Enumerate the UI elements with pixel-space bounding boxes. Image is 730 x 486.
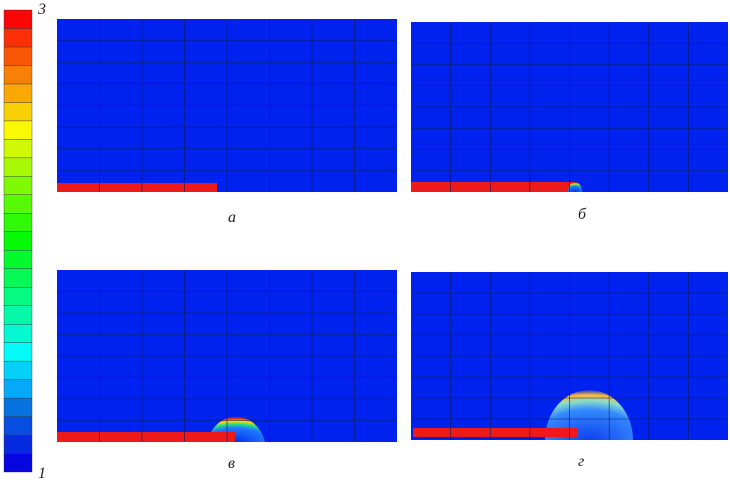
colorbar-segment — [3, 323, 33, 343]
colorbar-segment — [3, 9, 33, 29]
panel — [411, 272, 728, 440]
colorbar-segment — [3, 176, 33, 196]
front — [545, 390, 633, 440]
colorbar-segment — [3, 231, 33, 251]
colorbar-segment — [3, 379, 33, 399]
panel-label: г — [578, 453, 584, 470]
panel-label: б — [578, 206, 587, 223]
colorbar-segment — [3, 213, 33, 232]
jet — [57, 432, 235, 442]
colorbar-segment — [3, 416, 33, 436]
colorbar-segment — [3, 360, 33, 380]
colorbar-segment — [3, 65, 33, 85]
colorbar-max: 3 — [37, 1, 46, 18]
panel — [57, 19, 397, 192]
jet — [411, 182, 575, 192]
colorbar-segment — [3, 157, 33, 177]
panel — [411, 22, 728, 192]
colorbar-segment — [3, 287, 33, 306]
colorbar-segment — [3, 194, 33, 214]
panel-label: а — [228, 209, 236, 226]
jet — [57, 183, 217, 192]
front — [568, 182, 582, 192]
colorbar-min: 1 — [38, 465, 46, 482]
jet — [413, 428, 578, 437]
colorbar-segment — [3, 250, 33, 269]
colorbar-segment — [3, 453, 33, 473]
colorbar — [3, 9, 33, 473]
colorbar-segment — [3, 46, 33, 66]
colorbar-segment — [3, 102, 33, 122]
panel — [57, 270, 397, 442]
colorbar-segment — [3, 83, 33, 103]
colorbar-segment — [3, 120, 33, 140]
colorbar-segment — [3, 397, 33, 417]
colorbar-segment — [3, 28, 33, 48]
colorbar-segment — [3, 305, 33, 325]
colorbar-segment — [3, 342, 33, 362]
panel-label: в — [228, 455, 235, 472]
colorbar-segment — [3, 139, 33, 159]
colorbar-segment — [3, 268, 33, 288]
colorbar-segment — [3, 434, 33, 454]
